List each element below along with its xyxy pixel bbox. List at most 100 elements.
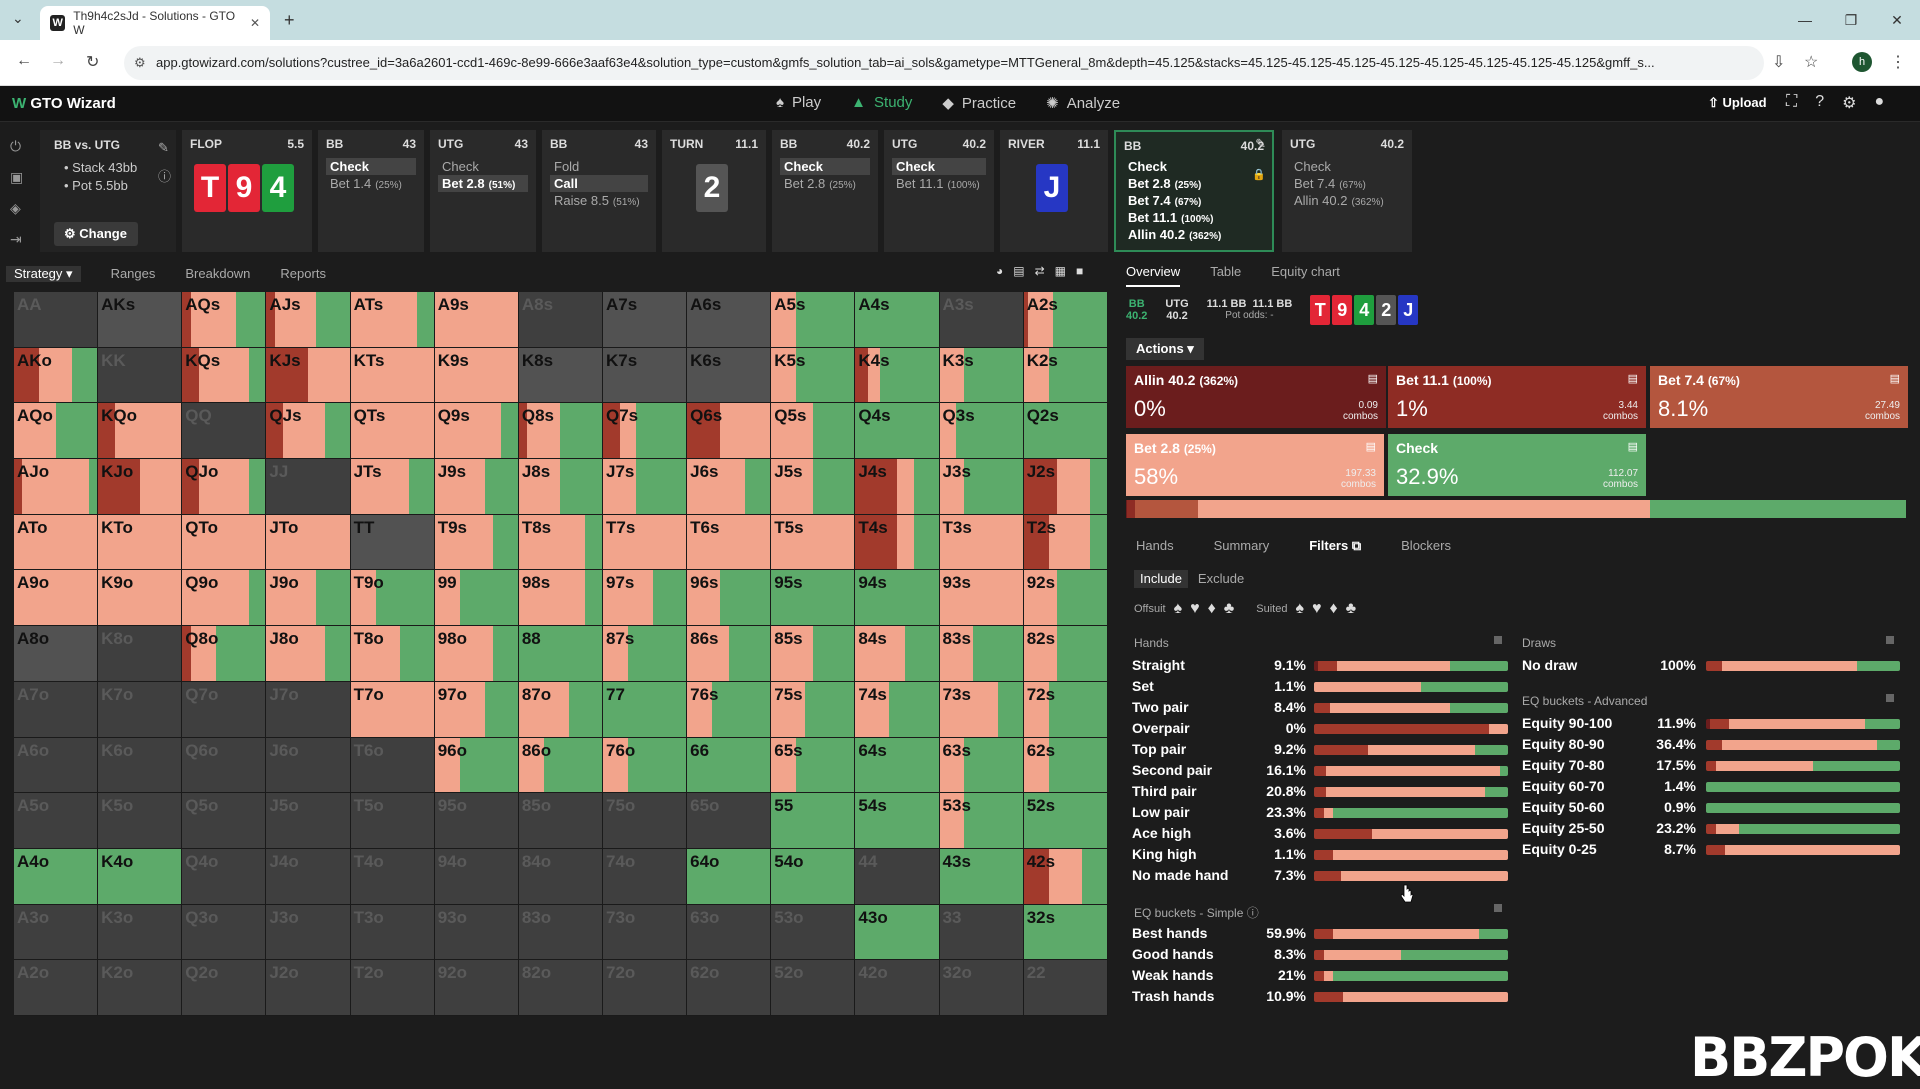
hand-cell[interactable]: 54s <box>855 793 940 849</box>
action-option[interactable]: Check <box>1290 158 1404 175</box>
hand-cell[interactable]: 95o <box>434 793 519 849</box>
hand-cell[interactable]: Q5s <box>771 403 856 460</box>
stat-row[interactable]: Weak hands 21% <box>1132 965 1508 986</box>
spot-node[interactable]: BB 43 Check Bet 1.4 (25%) <box>318 130 424 252</box>
hand-cell[interactable]: A2s <box>1023 292 1108 348</box>
hand-cell[interactable]: 62o <box>687 960 772 1016</box>
hand-cell[interactable]: K2o <box>98 960 183 1016</box>
hand-cell[interactable]: K2s <box>1023 347 1108 404</box>
hand-cell[interactable]: 97s <box>602 570 688 627</box>
action-option[interactable]: Bet 7.4 (67%) <box>1290 175 1404 192</box>
account-icon[interactable]: ● <box>1874 93 1885 110</box>
hand-cell[interactable]: 43s <box>939 848 1024 905</box>
close-window-icon[interactable]: ✕ <box>1891 12 1903 28</box>
close-tab-icon[interactable]: ✕ <box>249 16 260 30</box>
hand-cell[interactable]: T7s <box>602 514 688 571</box>
pie-view-icon[interactable]: ◕ <box>996 264 1004 278</box>
stat-row[interactable]: Low pair 23.3% <box>1132 802 1508 823</box>
action-option[interactable]: Fold <box>550 158 648 175</box>
action-option[interactable]: Bet 2.8 (25%) <box>780 175 870 192</box>
hand-cell[interactable]: KTo <box>98 514 183 571</box>
suited-diamond-icon[interactable]: ♦ <box>1329 600 1338 617</box>
notes-icon[interactable]: ▤ <box>1627 441 1638 453</box>
hand-cell[interactable]: 22 <box>1023 960 1108 1016</box>
hand-cell[interactable]: 54o <box>771 848 856 905</box>
hand-cell[interactable]: J9s <box>434 459 519 515</box>
spot-node[interactable]: RIVER 11.1 J <box>1000 130 1108 252</box>
hand-cell[interactable]: 72s <box>1023 681 1108 738</box>
hand-cell[interactable]: 44 <box>855 848 940 905</box>
hand-cell[interactable]: 52s <box>1023 793 1108 849</box>
hand-cell[interactable]: A6o <box>14 737 99 794</box>
action-option[interactable]: Bet 2.8 (51%) <box>438 175 528 192</box>
change-button[interactable]: ⚙ Change <box>54 222 138 246</box>
hand-cell[interactable]: AJo <box>14 459 99 515</box>
hand-cell[interactable]: Q9s <box>434 403 519 460</box>
hand-cell[interactable]: T4o <box>350 848 435 905</box>
action-option[interactable]: Check <box>1124 158 1264 175</box>
tab-table[interactable]: Table <box>1210 264 1242 279</box>
stat-row[interactable]: Equity 90-100 11.9% <box>1522 713 1900 734</box>
hand-cell[interactable]: 96s <box>687 570 772 627</box>
hand-cell[interactable]: A8s <box>518 292 603 348</box>
hand-cell[interactable]: J7s <box>602 459 688 515</box>
hand-cell[interactable]: AA <box>14 292 99 348</box>
spade-icon[interactable]: ♠ <box>1173 600 1183 617</box>
hand-cell[interactable]: 98s <box>518 570 603 627</box>
hand-cell[interactable]: 92o <box>434 960 519 1016</box>
url-field[interactable]: ⚙ app.gtowizard.com/solutions?custree_id=… <box>124 46 1764 80</box>
hand-cell[interactable]: KTs <box>350 347 435 404</box>
hand-cell[interactable]: 42o <box>855 960 940 1016</box>
hand-cell[interactable]: K4o <box>98 848 183 905</box>
bookmark-star-icon[interactable]: ☆ <box>1804 54 1819 71</box>
hand-cell[interactable]: JTs <box>350 459 435 515</box>
save-icon[interactable]: ▣ <box>10 169 24 185</box>
heart-icon[interactable]: ♥ <box>1190 600 1200 617</box>
hand-cell[interactable]: 84o <box>518 848 603 905</box>
hand-cell[interactable]: Q9o <box>182 570 267 627</box>
hand-cell[interactable]: J8s <box>518 459 603 515</box>
stat-row[interactable]: Equity 70-80 17.5% <box>1522 755 1900 776</box>
hand-cell[interactable]: K7s <box>602 347 688 404</box>
hand-cell[interactable]: 66 <box>687 737 772 794</box>
hand-cell[interactable]: QQ <box>182 403 267 460</box>
action-option[interactable]: Check <box>780 158 870 175</box>
tab-breakdown[interactable]: Breakdown <box>185 266 251 281</box>
hand-cell[interactable]: K9s <box>434 347 519 404</box>
hand-cell[interactable]: 73o <box>602 904 688 961</box>
hand-cell[interactable]: A5s <box>771 292 856 348</box>
hand-cell[interactable]: 87s <box>602 626 688 682</box>
hand-cell[interactable]: 77 <box>602 681 688 738</box>
hand-cell[interactable]: 33 <box>939 904 1024 961</box>
hand-cell[interactable]: J3o <box>266 904 351 961</box>
hand-cell[interactable]: J6o <box>266 737 351 794</box>
hand-cell[interactable]: A6s <box>687 292 772 348</box>
hand-cell[interactable]: T2s <box>1023 514 1108 571</box>
hand-cell[interactable]: AJs <box>266 292 351 348</box>
hand-cell[interactable]: Q7o <box>182 681 267 738</box>
hand-cell[interactable]: KJs <box>266 347 351 404</box>
edit-icon[interactable]: ✎ <box>158 140 169 155</box>
collapse-icon[interactable]: ⇥ <box>10 231 22 247</box>
hand-cell[interactable]: Q8o <box>182 626 267 682</box>
hand-cell[interactable]: AQs <box>182 292 267 348</box>
browser-menu-icon[interactable]: ⋮ <box>1890 54 1906 71</box>
settings-icon[interactable]: ⚙ <box>1842 95 1857 112</box>
hand-cell[interactable]: 86o <box>518 737 603 794</box>
hand-cell[interactable]: Q3s <box>939 403 1024 460</box>
spot-node[interactable]: TURN 11.1 2 <box>662 130 766 252</box>
hand-cell[interactable]: Q2s <box>1023 403 1108 460</box>
hand-cell[interactable]: JJ <box>266 459 351 515</box>
hand-cell[interactable]: T8o <box>350 626 435 682</box>
site-info-icon[interactable]: ⚙ <box>134 55 146 70</box>
action-option[interactable]: Call <box>550 175 648 192</box>
action-option[interactable]: Bet 7.4 (67%) <box>1124 192 1264 209</box>
notes-icon[interactable]: ▤ <box>1889 373 1900 385</box>
hand-cell[interactable]: QTo <box>182 514 267 571</box>
action-box[interactable]: Bet 2.8 (25%) ▤ 58% 197.33 combos <box>1126 434 1384 496</box>
hand-cell[interactable]: A8o <box>14 626 99 682</box>
hand-cell[interactable]: K5o <box>98 793 183 849</box>
stat-row[interactable]: Ace high 3.6% <box>1132 823 1508 844</box>
hand-cell[interactable]: 62s <box>1023 737 1108 794</box>
hand-cell[interactable]: J6s <box>687 459 772 515</box>
